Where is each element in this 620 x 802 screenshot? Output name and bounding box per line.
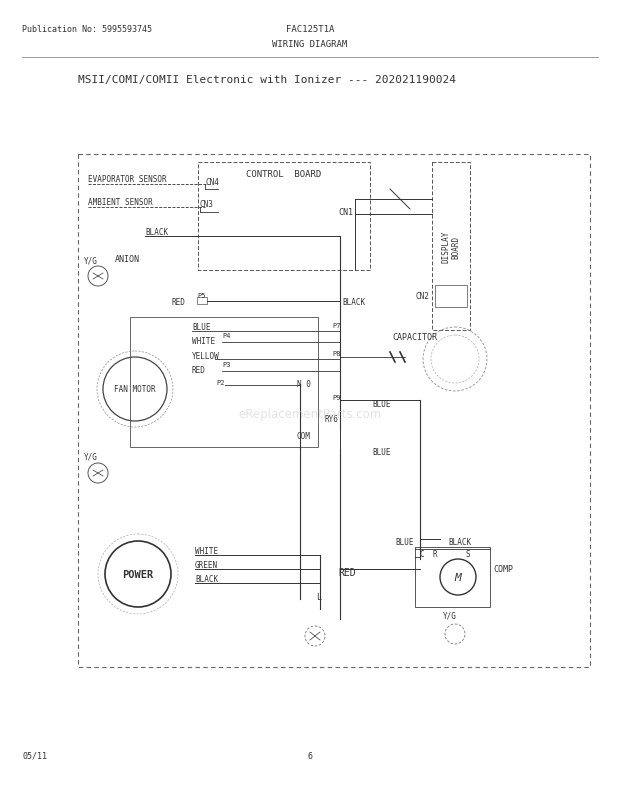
Text: P8: P8 (332, 350, 340, 357)
Text: COM: COM (297, 431, 311, 440)
Text: CN4: CN4 (205, 178, 219, 187)
Text: BLACK: BLACK (145, 228, 168, 237)
Text: GREEN: GREEN (195, 561, 218, 569)
Text: P3: P3 (222, 362, 231, 367)
Text: Y/G: Y/G (84, 256, 98, 265)
Text: BLACK: BLACK (342, 298, 365, 306)
Text: P9: P9 (332, 395, 340, 400)
Text: 05/11: 05/11 (22, 751, 47, 760)
Bar (197, 298, 207, 305)
Text: BLUE: BLUE (372, 399, 391, 408)
Bar (432, 163, 470, 330)
Text: Y/G: Y/G (84, 452, 98, 461)
Text: M: M (454, 573, 461, 582)
Text: CAPACITOR: CAPACITOR (392, 333, 437, 342)
Text: POWER: POWER (122, 569, 154, 579)
Text: P4: P4 (222, 333, 231, 338)
Text: BLACK: BLACK (195, 574, 218, 583)
Text: RED: RED (192, 366, 206, 375)
Text: COMP: COMP (493, 565, 513, 573)
Text: MSII/COMI/COMII Electronic with Ionizer --- 202021190024: MSII/COMI/COMII Electronic with Ionizer … (78, 75, 456, 85)
Text: BLUE: BLUE (372, 448, 391, 456)
Text: Publication No: 5995593745: Publication No: 5995593745 (22, 25, 152, 34)
Text: Y/G: Y/G (443, 611, 457, 620)
Text: P2: P2 (216, 379, 224, 386)
Text: R: R (433, 549, 438, 558)
Bar (198, 163, 370, 270)
Bar (130, 318, 318, 448)
Text: P5: P5 (197, 293, 205, 298)
Text: AMBIENT SENSOR: AMBIENT SENSOR (88, 198, 153, 207)
Text: 6: 6 (308, 751, 312, 760)
Text: FAC125T1A: FAC125T1A (286, 25, 334, 34)
Text: C: C (420, 549, 425, 558)
Text: BLACK: BLACK (448, 537, 471, 546)
Text: CN2: CN2 (415, 292, 429, 301)
Text: RED: RED (338, 567, 356, 577)
Text: EVAPORATOR SENSOR: EVAPORATOR SENSOR (88, 175, 167, 184)
Text: RED: RED (172, 298, 186, 306)
Text: RY6: RY6 (325, 415, 339, 423)
Text: WIRING DIAGRAM: WIRING DIAGRAM (272, 40, 348, 49)
Text: eReplacementParts.com: eReplacementParts.com (238, 408, 382, 421)
Text: FAN MOTOR: FAN MOTOR (114, 385, 156, 394)
Bar (415, 547, 490, 607)
Text: YELLOW: YELLOW (192, 351, 219, 361)
Bar (435, 286, 467, 308)
Text: CN1: CN1 (338, 208, 353, 217)
Text: DISPLAY
BOARD: DISPLAY BOARD (441, 230, 461, 263)
Text: CN3: CN3 (200, 200, 214, 209)
Text: WHITE: WHITE (195, 546, 218, 555)
Text: WHITE: WHITE (192, 337, 215, 346)
Text: L: L (316, 592, 321, 602)
Text: BLUE: BLUE (192, 322, 211, 331)
Text: P7: P7 (332, 322, 340, 329)
Text: BLUE: BLUE (395, 537, 414, 546)
Text: CONTROL  BOARD: CONTROL BOARD (246, 170, 322, 179)
Text: N 0: N 0 (297, 379, 311, 388)
Text: ANION: ANION (115, 255, 140, 264)
Text: S: S (466, 549, 471, 558)
Bar (78, 155, 590, 667)
